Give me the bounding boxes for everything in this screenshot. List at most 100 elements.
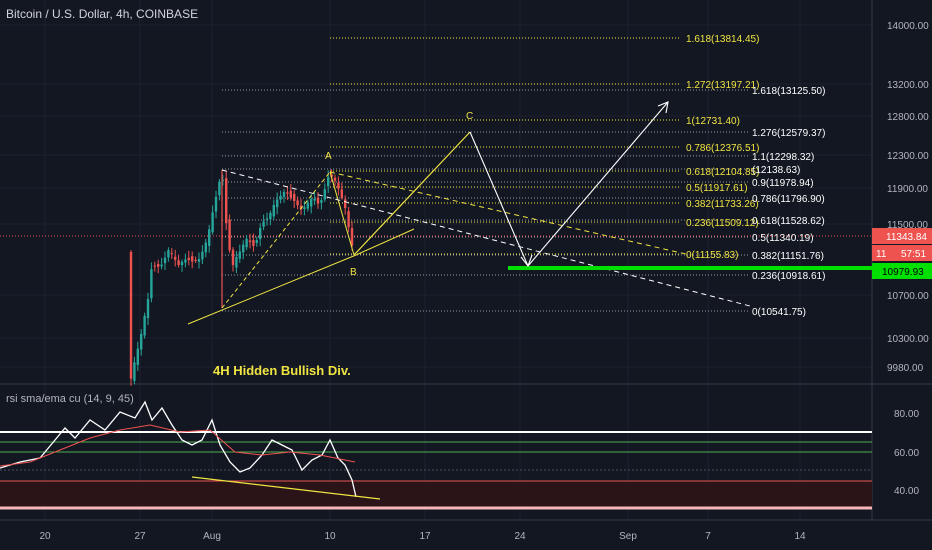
candle-body-10 bbox=[163, 257, 167, 264]
candle-body-11 bbox=[167, 250, 170, 258]
candle-body-47 bbox=[289, 190, 292, 198]
resistance-dashed-white bbox=[221, 169, 751, 307]
candle-body-13 bbox=[174, 256, 177, 260]
candle-body-49 bbox=[296, 200, 299, 206]
candle-body-37 bbox=[255, 240, 258, 243]
candle-body-27 bbox=[221, 180, 224, 182]
candle-body-2 bbox=[136, 348, 139, 365]
candle-body-40 bbox=[265, 218, 269, 220]
time-tick-8: 14 bbox=[794, 531, 806, 542]
candle-body-21 bbox=[201, 251, 204, 260]
candle-body-51 bbox=[303, 207, 306, 209]
candle-body-20 bbox=[197, 258, 201, 262]
candle-body-58 bbox=[327, 177, 330, 187]
last-price-tag: 11343.84 bbox=[886, 232, 927, 243]
fib-label-right-2: 1.1(12298.32) bbox=[752, 152, 814, 163]
rsi-ema-line bbox=[0, 424, 356, 467]
candle-body-43 bbox=[276, 199, 279, 208]
time-tick-0: 20 bbox=[39, 531, 51, 542]
time-tick-6: Sep bbox=[619, 531, 637, 542]
candle-body-18 bbox=[191, 256, 194, 262]
candle-body-61 bbox=[337, 182, 340, 189]
candle-body-14 bbox=[177, 260, 180, 266]
candle-body-34 bbox=[245, 238, 248, 248]
wave-label-b: B bbox=[350, 267, 357, 278]
candle-body-9 bbox=[160, 264, 163, 267]
time-tick-2: Aug bbox=[203, 531, 221, 542]
fib-label-right-6: 0.618(11528.62) bbox=[752, 216, 825, 227]
candle-body-62 bbox=[340, 189, 343, 198]
wave-label-c: C bbox=[466, 111, 473, 122]
fib-label-right-4: 0.9(11978.94) bbox=[752, 178, 814, 189]
candle-body-1 bbox=[133, 362, 136, 381]
candle-body-36 bbox=[252, 240, 255, 246]
leg-B-C bbox=[353, 131, 471, 256]
candle-body-5 bbox=[146, 299, 150, 319]
candle-body-24 bbox=[211, 212, 214, 233]
rsi-divergence-line bbox=[191, 476, 381, 500]
level-tag-bg bbox=[872, 263, 932, 279]
candle-body-0 bbox=[129, 252, 133, 379]
candle-body-52 bbox=[306, 202, 309, 209]
candle-body-22 bbox=[204, 242, 207, 253]
fib-label-right-1: 1.276(12579.37) bbox=[752, 128, 825, 139]
time-tick-7: 7 bbox=[705, 531, 711, 542]
support-line-ext bbox=[355, 228, 415, 256]
candle-body-7 bbox=[153, 265, 156, 267]
countdown-timer: 57:51 bbox=[901, 249, 926, 260]
leg-A-B bbox=[329, 171, 355, 256]
rsi-tick-2: 40.00 bbox=[894, 486, 919, 497]
price-tick-7: 10300.00 bbox=[887, 334, 929, 345]
candle-body-53 bbox=[310, 198, 313, 207]
candle-body-57 bbox=[323, 189, 326, 200]
price-tick-5: 11500.00 bbox=[887, 220, 928, 231]
rsi-indicator-label: rsi sma/ema cu (14, 9, 45) bbox=[6, 393, 134, 405]
wave-label-a: A bbox=[325, 151, 332, 162]
candle-body-48 bbox=[293, 193, 296, 201]
resistance-dashed-yellow bbox=[329, 171, 691, 256]
symbol-title: Bitcoin / U.S. Dollar, 4h, COINBASE bbox=[6, 7, 199, 21]
fib-label-left-1: 1.272(13197.21) bbox=[686, 80, 759, 91]
fib-label-right-3: (12138.63) bbox=[752, 165, 800, 176]
candle-body-46 bbox=[286, 192, 289, 194]
projection-arrow-up bbox=[657, 101, 669, 114]
support-line-lower bbox=[187, 254, 357, 325]
fib-label-left-6: 0.382(11733.26) bbox=[686, 199, 759, 210]
price-tag-sub: 11 bbox=[876, 249, 887, 260]
price-tick-4: 11900.00 bbox=[887, 184, 928, 195]
price-tick-6: 10700.00 bbox=[887, 291, 929, 302]
price-tick-1: 13200.00 bbox=[887, 80, 929, 91]
candle-body-6 bbox=[150, 269, 153, 299]
candle-body-31 bbox=[235, 257, 238, 268]
candle-body-45 bbox=[282, 191, 286, 197]
candle-body-16 bbox=[184, 259, 187, 263]
countdown-tag-bg bbox=[872, 245, 932, 261]
candle-body-64 bbox=[347, 211, 350, 228]
candle-body-50 bbox=[299, 205, 303, 210]
candle-body-39 bbox=[262, 221, 265, 227]
candle-body-35 bbox=[248, 240, 252, 243]
fib-label-right-5: 0.786(11796.90) bbox=[752, 194, 825, 205]
time-tick-3: 10 bbox=[324, 531, 336, 542]
candle-body-32 bbox=[238, 251, 241, 259]
candle-body-38 bbox=[259, 227, 262, 240]
price-tick-8: 9980.00 bbox=[887, 363, 924, 374]
candle-body-19 bbox=[194, 259, 197, 261]
candle-body-17 bbox=[187, 257, 190, 261]
leg-0-A-dashed bbox=[221, 171, 331, 309]
level-tag: 10979.93 bbox=[882, 267, 924, 278]
candle-body-29 bbox=[228, 219, 231, 251]
candle-body-60 bbox=[333, 177, 337, 181]
fib-label-left-2: 1(12731.40) bbox=[686, 116, 740, 127]
fib-label-right-8: 0.382(11151.76) bbox=[752, 251, 824, 262]
fib-label-right-10: 0(10541.75) bbox=[752, 307, 806, 318]
candle-body-4 bbox=[143, 315, 146, 336]
price-tick-3: 12300.00 bbox=[887, 151, 929, 162]
candle-body-25 bbox=[214, 196, 218, 212]
candle-body-54 bbox=[313, 198, 316, 201]
candle-body-42 bbox=[272, 205, 275, 217]
candle-body-12 bbox=[170, 253, 173, 255]
candle-body-8 bbox=[157, 263, 160, 267]
candle-body-30 bbox=[231, 249, 235, 266]
